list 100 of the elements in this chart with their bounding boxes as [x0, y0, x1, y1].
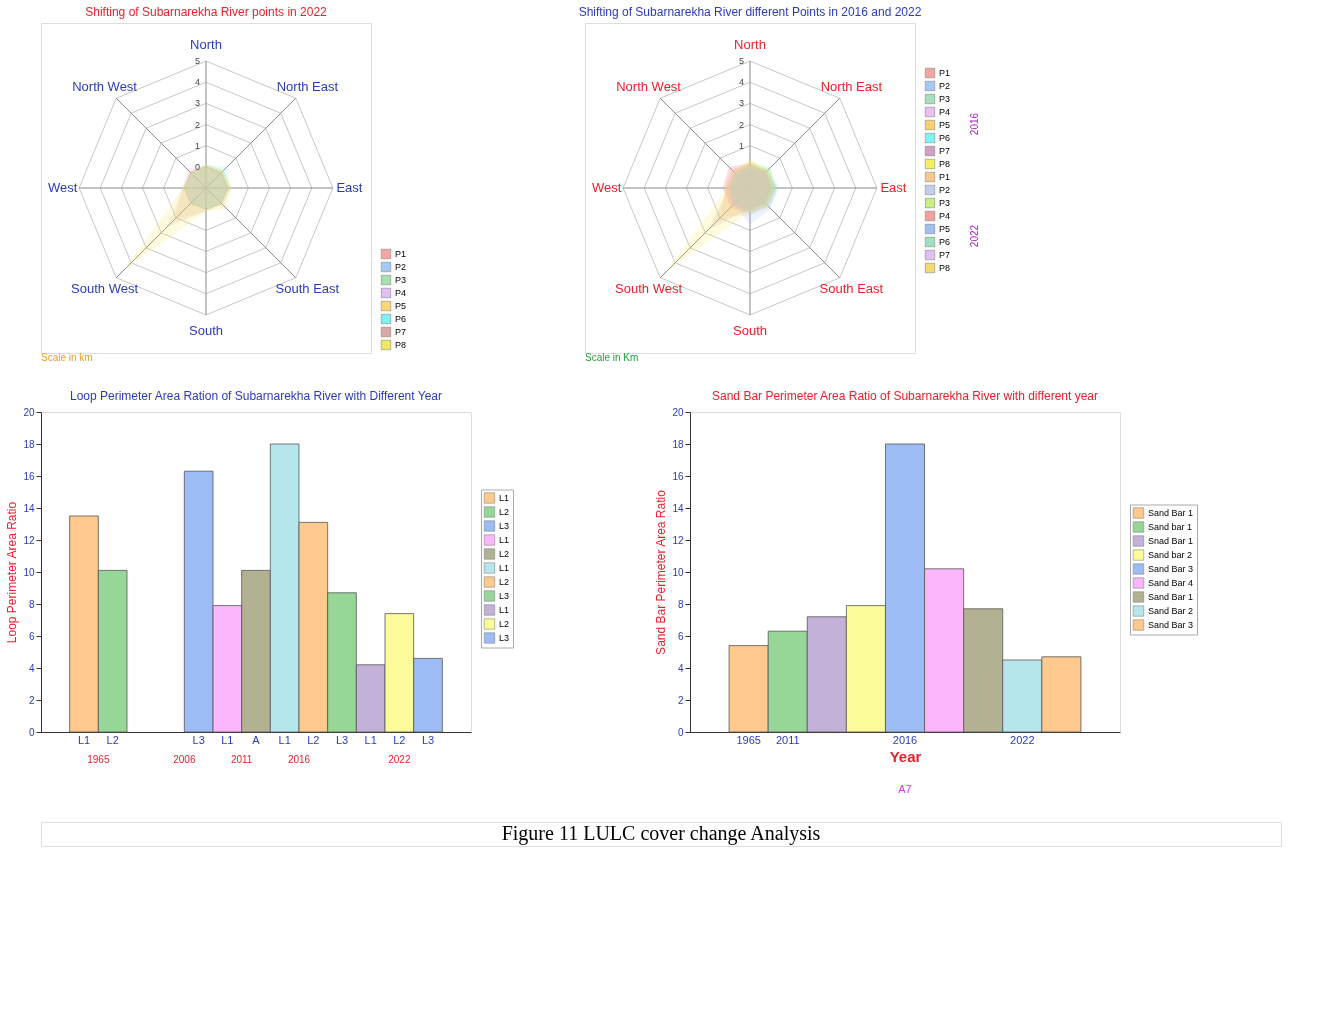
- legend-label: P1: [395, 249, 407, 259]
- y-tick-label: 2: [677, 694, 684, 706]
- text: 2022: [388, 754, 411, 765]
- y-tick-label: 12: [672, 534, 684, 546]
- text: A7: [898, 783, 912, 795]
- legend-label: Sand Bar 1: [1148, 592, 1194, 602]
- x-tick-label: L1: [278, 733, 291, 746]
- text: 2006: [173, 754, 196, 765]
- spoke-label: North West: [72, 78, 138, 94]
- chart-title: Shifting of Subarnarekha River points in 2022: [85, 5, 328, 19]
- x-tick-label: 2011: [775, 733, 800, 746]
- x-tick-label: L1: [364, 733, 377, 746]
- x-tick-label: A: [252, 733, 261, 746]
- y-tick-label: 5: [738, 56, 744, 67]
- legend-label: P4: [939, 107, 951, 117]
- y-tick-label: 0: [194, 161, 200, 172]
- legend-label: P3: [939, 198, 951, 208]
- spoke-label: South East: [275, 281, 340, 297]
- legend-label: Sand Bar 4: [1148, 578, 1194, 588]
- chart-title: Loop Perimeter Area Ration of Subarnarekha River with Different Year: [70, 389, 442, 403]
- spoke-label: North East: [820, 78, 883, 94]
- x-tick-label: L2: [393, 733, 406, 746]
- spoke-label: North East: [276, 78, 339, 94]
- caption: Figure 11 LULC cover change Analysis: [501, 822, 821, 845]
- legend-label: P2: [395, 262, 407, 272]
- y-tick-label: 0: [28, 726, 35, 738]
- x-tick-label: L3: [421, 733, 435, 746]
- y-tick-label: 14: [23, 502, 35, 514]
- legend-label: P5: [939, 224, 951, 234]
- y-tick-label: 4: [194, 77, 200, 88]
- y-tick-label: 5: [194, 56, 200, 67]
- spoke-label: South: [189, 323, 223, 339]
- legend-label: P6: [939, 237, 951, 247]
- y-tick-label: 1: [738, 140, 744, 151]
- y-tick-label: 0: [677, 726, 684, 738]
- y-tick-label: 8: [677, 598, 684, 610]
- y-tick-label: 4: [738, 77, 744, 88]
- legend-label: P3: [395, 275, 407, 285]
- x-tick-label: L3: [335, 733, 349, 746]
- y-tick-label: 10: [23, 566, 35, 578]
- legend-label: L1: [499, 493, 510, 503]
- legend-label: L2: [499, 549, 510, 559]
- x-tick-label: 1965: [736, 733, 761, 746]
- text: 1965: [87, 754, 110, 765]
- legend-label: L3: [499, 521, 510, 531]
- legend-label: P5: [939, 120, 951, 130]
- legend-label: L3: [499, 633, 510, 643]
- y-tick-label: 4: [677, 662, 684, 674]
- y-tick-label: 4: [28, 662, 35, 674]
- legend-label: P7: [939, 146, 951, 156]
- spoke-label: North West: [616, 78, 682, 94]
- legend-label: Sand Bar 3: [1148, 564, 1194, 574]
- legend-label: P7: [395, 327, 407, 337]
- legend-label: P7: [939, 250, 951, 260]
- y-axis-title: Loop Perimeter Area Ratio: [5, 501, 20, 644]
- y-tick-label: 3: [194, 98, 200, 109]
- legend-label: P2: [939, 185, 951, 195]
- x-tick-label: L2: [307, 733, 320, 746]
- y-tick-label: 3: [738, 98, 744, 109]
- legend-label: L1: [499, 563, 510, 573]
- x-tick-label: L1: [221, 733, 234, 746]
- spoke-label: North: [734, 36, 766, 52]
- legend-label: Sand bar 1: [1148, 522, 1193, 532]
- spoke-label: West: [47, 180, 78, 195]
- y-tick-label: 8: [28, 598, 35, 610]
- legend-label: P5: [395, 301, 407, 311]
- x-tick-label: L1: [77, 733, 91, 746]
- text: Scale in Km: [585, 352, 639, 363]
- legend-label: L3: [499, 591, 510, 601]
- y-tick-label: 12: [23, 534, 35, 546]
- x-tick-label: 2016: [892, 733, 918, 746]
- x-axis-title: Year: [889, 747, 922, 765]
- legend-label: L2: [499, 619, 510, 629]
- y-tick-label: 6: [677, 630, 684, 642]
- y-tick-label: 20: [672, 406, 684, 418]
- y-tick-label: 16: [23, 470, 35, 482]
- text: 2022: [969, 224, 980, 248]
- chart-title: Sand Bar Perimeter Area Ratio of Subarnarekha River with different year: [712, 389, 1098, 403]
- y-tick-label: 1: [194, 140, 200, 151]
- spoke-label: West: [591, 180, 622, 195]
- spoke-label: East: [880, 180, 907, 195]
- y-tick-label: 16: [672, 470, 684, 482]
- legend-label: P6: [395, 314, 407, 324]
- legend-label: P1: [939, 68, 951, 78]
- legend-label: Snad Bar 1: [1148, 536, 1194, 546]
- y-tick-label: 20: [23, 406, 35, 418]
- legend-label: P3: [939, 94, 951, 104]
- legend-label: P2: [939, 81, 951, 91]
- y-tick-label: 2: [194, 119, 200, 130]
- spoke-label: South East: [819, 281, 884, 297]
- y-tick-label: 6: [28, 630, 35, 642]
- y-tick-label: 2: [738, 119, 744, 130]
- legend-label: L2: [499, 507, 510, 517]
- legend-label: P4: [939, 211, 951, 221]
- chart-title: Shifting of Subarnarekha River different Points in 2016 and 2022: [578, 5, 922, 19]
- spoke-label: South West: [615, 281, 683, 297]
- legend-label: P8: [939, 263, 951, 273]
- x-tick-label: L3: [192, 733, 205, 746]
- spoke-label: South West: [71, 281, 139, 297]
- legend-label: P6: [939, 133, 951, 143]
